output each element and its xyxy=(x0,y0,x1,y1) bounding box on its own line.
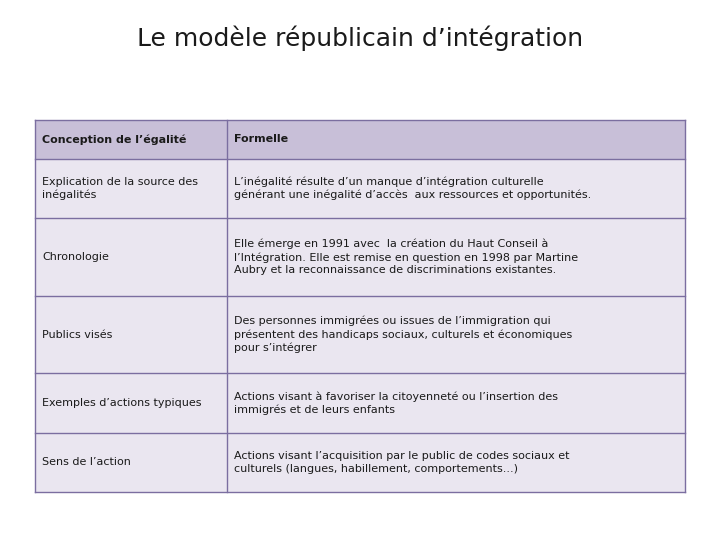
Bar xyxy=(35,218,227,296)
Bar xyxy=(35,120,227,159)
Text: Formelle: Formelle xyxy=(234,134,288,144)
Bar xyxy=(227,218,685,296)
Bar xyxy=(227,433,685,492)
Text: Publics visés: Publics visés xyxy=(42,329,112,340)
Bar xyxy=(227,159,685,218)
Bar xyxy=(35,296,227,374)
Text: L’inégalité résulte d’un manque d’intégration culturelle
générant une inégalité : L’inégalité résulte d’un manque d’intégr… xyxy=(234,177,591,200)
Text: Chronologie: Chronologie xyxy=(42,252,109,262)
Text: Sens de l’action: Sens de l’action xyxy=(42,457,131,467)
Bar xyxy=(227,120,685,159)
Text: Le modèle républicain d’intégration: Le modèle républicain d’intégration xyxy=(137,25,583,51)
Bar xyxy=(227,374,685,433)
Bar xyxy=(35,159,227,218)
Text: Actions visant l’acquisition par le public de codes sociaux et
culturels (langue: Actions visant l’acquisition par le publ… xyxy=(234,451,570,474)
Bar xyxy=(35,374,227,433)
Text: Actions visant à favoriser la citoyenneté ou l’insertion des
immigrés et de leur: Actions visant à favoriser la citoyennet… xyxy=(234,391,558,415)
Text: Conception de l’égalité: Conception de l’égalité xyxy=(42,134,186,145)
Text: Explication de la source des
inégalités: Explication de la source des inégalités xyxy=(42,177,198,200)
Text: Des personnes immigrées ou issues de l’immigration qui
présentent des handicaps : Des personnes immigrées ou issues de l’i… xyxy=(234,316,572,353)
Text: Exemples d’actions typiques: Exemples d’actions typiques xyxy=(42,398,202,408)
Bar xyxy=(35,433,227,492)
Bar xyxy=(227,296,685,374)
Text: Elle émerge en 1991 avec  la création du Haut Conseil à
l’Intégration. Elle est : Elle émerge en 1991 avec la création du … xyxy=(234,239,578,275)
